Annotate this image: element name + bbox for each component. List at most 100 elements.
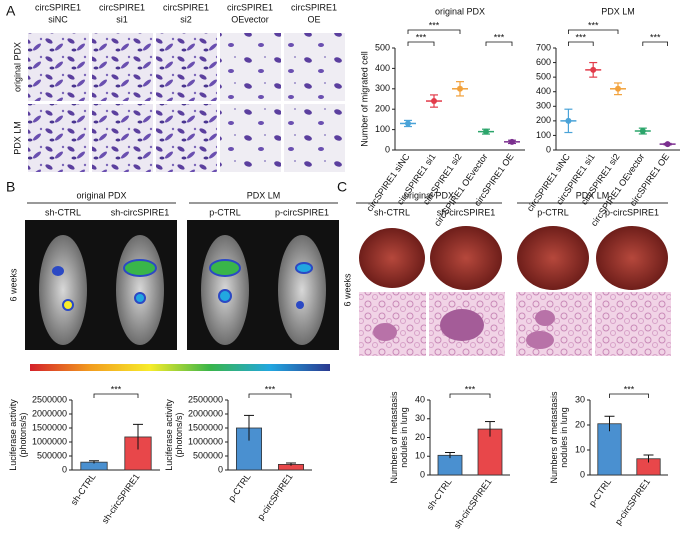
y-axis-label: Numbers of metastasis	[389, 391, 399, 484]
significance-bracket	[642, 41, 668, 46]
column-label: circSPIRE1	[35, 2, 81, 12]
y-tick-label: 10	[575, 444, 585, 454]
mouse	[116, 235, 164, 345]
micrograph	[28, 104, 89, 172]
y-tick-label: 1000000	[32, 436, 67, 446]
group-title: original PDX	[76, 190, 126, 200]
signal	[296, 301, 304, 309]
significance-bracket	[407, 29, 461, 34]
significance-bracket	[248, 393, 292, 398]
column-label: circSPIRE1	[99, 2, 145, 12]
bar	[437, 454, 463, 476]
histology	[516, 292, 592, 356]
micrograph	[156, 33, 217, 101]
significance-label: ***	[465, 384, 476, 394]
histology	[595, 292, 671, 356]
y-tick-label: 20	[415, 432, 425, 442]
y-axis-label: Luciferase activity	[8, 399, 18, 471]
y-tick-label: 0	[580, 469, 585, 479]
y-axis-label: (photons/s)	[174, 412, 184, 457]
y-tick-label: 300	[375, 83, 390, 93]
time-label: 6 weeks	[8, 268, 18, 302]
x-tick-label: sh-circSPIRE1	[100, 472, 142, 526]
significance-bracket	[568, 41, 594, 46]
lung-photo	[359, 228, 425, 288]
mean-dot	[639, 128, 646, 135]
lung-photo	[430, 226, 502, 290]
significance-label: ***	[111, 384, 122, 394]
y-tick-label: 2000000	[32, 408, 67, 418]
y-tick-label: 400	[375, 63, 390, 73]
y-tick-label: 600	[536, 57, 551, 67]
y-axis-label: (photons/s)	[18, 412, 28, 457]
chart-title: original PDX	[435, 6, 485, 16]
y-tick-label: 0	[218, 464, 223, 474]
mean-dot	[664, 141, 671, 148]
panel-label: C	[337, 179, 347, 195]
panel-label: B	[6, 179, 15, 195]
signal	[218, 289, 232, 303]
time-label: 6 weeks	[342, 273, 352, 307]
y-tick-label: 0	[385, 144, 390, 154]
mean-dot	[483, 128, 489, 135]
micrograph	[284, 104, 345, 172]
row-label: PDX LM	[12, 121, 22, 155]
y-axis-label: Luciferase activity	[164, 399, 174, 471]
y-axis-label: nodules in lung	[399, 407, 409, 468]
group-title: PDX LM	[247, 190, 281, 200]
signal	[295, 262, 313, 274]
x-tick-label: p-CTRL	[587, 477, 613, 509]
significance-label: ***	[429, 20, 440, 30]
column-label: si2	[180, 14, 192, 24]
y-tick-label: 1500000	[188, 422, 223, 432]
column-label: circSPIRE1	[227, 2, 273, 12]
lung-photo	[517, 226, 589, 290]
y-tick-label: 200	[375, 104, 390, 114]
row-label: original PDX	[12, 42, 22, 92]
mean-dot	[457, 85, 463, 92]
x-tick-label: p-CTRL	[226, 472, 252, 504]
column-label: circSPIRE1	[291, 2, 337, 12]
nodule	[373, 323, 397, 341]
mean-dot	[590, 66, 597, 73]
panel-c-images	[359, 226, 671, 356]
bar	[477, 428, 503, 476]
mean-dot	[509, 138, 515, 145]
y-axis-label: nodules in lung	[559, 407, 569, 468]
significance-label: ***	[576, 32, 587, 42]
y-tick-label: 0	[420, 469, 425, 479]
y-tick-label: 2500000	[188, 394, 223, 404]
x-tick-label: sh-CTRL	[69, 472, 98, 507]
column-label: sh-CTRL	[374, 207, 410, 217]
nodule	[535, 310, 555, 326]
panel-a-images	[28, 33, 345, 172]
column-label: p-CTRL	[209, 207, 241, 217]
panel-b-images	[25, 220, 339, 371]
micrograph	[156, 104, 217, 172]
significance-bracket	[485, 41, 513, 46]
color-scale	[30, 364, 330, 371]
significance-label: ***	[265, 384, 276, 394]
significance-label: ***	[624, 384, 635, 394]
panel-label: A	[6, 3, 16, 19]
column-label: siNC	[48, 14, 68, 24]
y-tick-label: 100	[375, 124, 390, 134]
y-tick-label: 2500000	[32, 394, 67, 404]
signal	[209, 259, 241, 277]
y-tick-label: 0	[62, 464, 67, 474]
significance-bracket	[93, 393, 139, 398]
column-label: circSPIRE1	[163, 2, 209, 12]
x-tick-label: sh-circSPIRE1	[452, 477, 494, 531]
y-axis-label: Number of migrated cell	[360, 51, 370, 147]
y-tick-label: 30	[575, 394, 585, 404]
significance-bracket	[449, 393, 491, 398]
mouse	[39, 235, 87, 345]
y-tick-label: 500000	[193, 450, 223, 460]
y-tick-label: 700	[536, 42, 551, 52]
signal	[134, 292, 146, 304]
mean-dot	[615, 85, 621, 92]
chart-title: PDX LM	[601, 6, 635, 16]
y-tick-label: 0	[546, 144, 551, 154]
column-label: p-circSPIRE1	[605, 207, 659, 217]
